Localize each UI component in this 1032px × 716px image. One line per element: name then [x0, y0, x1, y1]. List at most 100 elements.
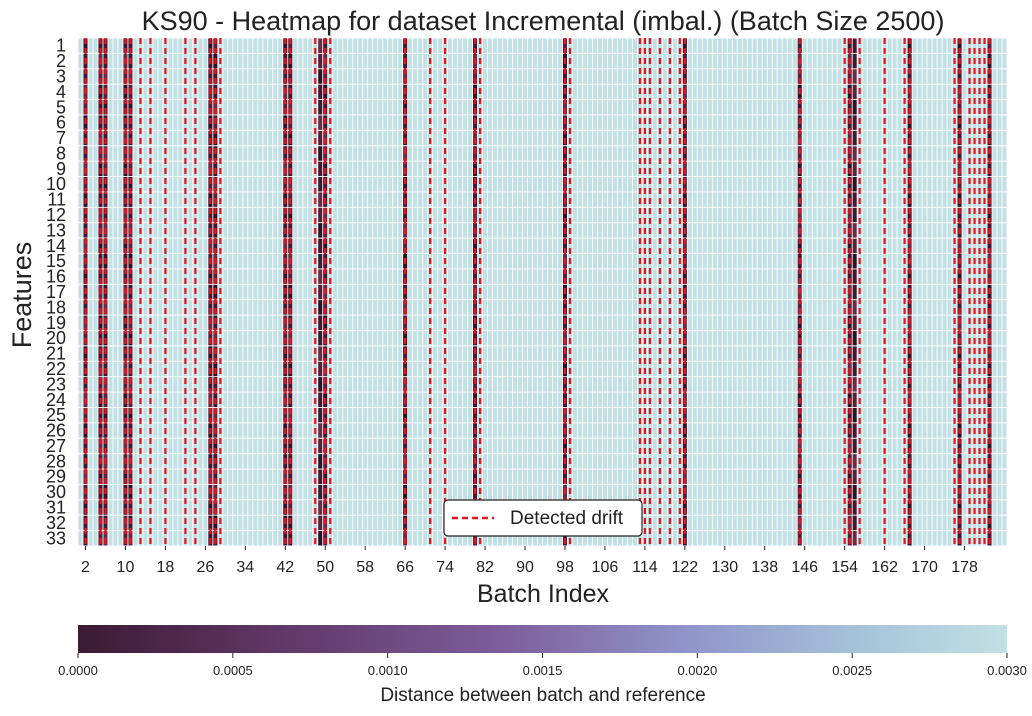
heatmap-cell: [282, 407, 288, 423]
heatmap-cell: [207, 499, 213, 516]
heatmap-cell: [957, 438, 963, 454]
heatmap-cell: [212, 268, 218, 285]
heatmap-cell: [852, 176, 858, 192]
heatmap-cell: [82, 469, 88, 485]
heatmap-cell: [82, 99, 88, 115]
heatmap-cell: [957, 176, 963, 192]
y-tick-label: 28: [46, 451, 66, 471]
heatmap-cell: [127, 176, 133, 192]
heatmap-cell: [127, 376, 133, 393]
colorbar-tick-label: 0.0015: [523, 663, 563, 678]
heatmap-cell: [97, 68, 103, 85]
heatmap-cell: [852, 469, 858, 485]
heatmap-cell: [797, 407, 803, 423]
heatmap-cell: [852, 207, 858, 223]
colorbar-tick-label: 0.0025: [832, 663, 872, 678]
heatmap-cell: [122, 207, 128, 223]
heatmap-cell: [322, 207, 328, 223]
x-tick-label: 18: [157, 559, 175, 576]
y-tick-label: 14: [46, 236, 66, 256]
x-tick-label: 90: [516, 559, 534, 576]
heatmap-cell: [207, 38, 213, 54]
heatmap-cell: [562, 407, 568, 423]
y-tick-label: 19: [46, 313, 66, 333]
heatmap-cell: [957, 238, 963, 254]
heatmap-cell: [322, 407, 328, 423]
colorbar: 0.0000 0.0005 0.0010 0.0015 0.0020 0.0025 0.00…: [58, 625, 1027, 706]
heatmap-cell: [957, 299, 963, 316]
heatmap-cell: [847, 376, 853, 393]
heatmap-cell: [127, 438, 133, 454]
heatmap-cell: [317, 68, 323, 85]
heatmap-cell: [852, 499, 858, 516]
x-tick-label: 74: [436, 559, 454, 576]
heatmap-cell: [847, 99, 853, 115]
heatmap-cell: [317, 530, 323, 546]
heatmap-cell: [127, 268, 133, 285]
heatmap-cell: [847, 238, 853, 254]
heatmap-cell: [852, 392, 858, 408]
heatmap-cell: [102, 38, 108, 54]
heatmap-cell: [797, 469, 803, 485]
heatmap-cell: [287, 68, 293, 85]
y-tick-label: 30: [46, 482, 66, 502]
heatmap-cell: [212, 469, 218, 485]
heatmap-cell: [852, 268, 858, 285]
heatmap-cell: [852, 315, 858, 331]
heatmap-cell: [122, 68, 128, 85]
heatmap-cell: [847, 438, 853, 454]
y-tick-label: 23: [46, 374, 66, 394]
heatmap-cell: [127, 238, 133, 254]
heatmap-cell: [97, 438, 103, 454]
heatmap-cell: [317, 176, 323, 192]
heatmap-cell: [472, 407, 478, 423]
heatmap-cell: [472, 99, 478, 115]
heatmap-cell: [97, 299, 103, 316]
heatmap-cell: [847, 407, 853, 423]
heatmap-cell: [682, 469, 688, 485]
heatmap-cell: [317, 361, 323, 377]
heatmap-cell: [287, 268, 293, 285]
heatmap-cell: [102, 407, 108, 423]
heatmap-cell: [797, 376, 803, 393]
x-tick-label: 146: [791, 559, 818, 576]
heatmap-cell: [317, 99, 323, 115]
heatmap-cell: [852, 222, 858, 239]
x-tick-label: 178: [951, 559, 978, 576]
heatmap-cell: [472, 207, 478, 223]
y-axis-label: Features: [7, 242, 37, 349]
heatmap-cell: [97, 99, 103, 115]
heatmap-cell: [317, 499, 323, 516]
heatmap-cell: [97, 38, 103, 54]
heatmap-cell: [282, 176, 288, 192]
heatmap-cell: [317, 145, 323, 162]
heatmap-cell: [287, 238, 293, 254]
heatmap-cell: [317, 284, 323, 300]
heatmap-cell: [287, 299, 293, 316]
heatmap-cell: [907, 99, 913, 115]
heatmap-cell: [82, 68, 88, 85]
heatmap-cell: [97, 238, 103, 254]
y-tick-label: 29: [46, 467, 66, 487]
heatmap-cell: [907, 207, 913, 223]
y-tick-label: 32: [46, 513, 66, 533]
heatmap-cell: [102, 99, 108, 115]
heatmap-cell: [847, 268, 853, 285]
heatmap-cell: [907, 469, 913, 485]
chart-title: KS90 - Heatmap for dataset Incremental (…: [142, 6, 945, 36]
heatmap-cell: [287, 99, 293, 115]
heatmap-cell: [122, 499, 128, 516]
heatmap-cell: [322, 38, 328, 54]
heatmap-cell: [957, 207, 963, 223]
heatmap-cell: [682, 268, 688, 285]
heatmap-cell: [402, 407, 408, 423]
heatmap-cell: [797, 299, 803, 316]
heatmap-cell: [287, 207, 293, 223]
heatmap-cell: [97, 407, 103, 423]
heatmap-cell: [287, 407, 293, 423]
y-tick-label: 21: [46, 344, 66, 364]
heatmap-cell: [907, 499, 913, 516]
y-tick-label: 4: [56, 82, 66, 102]
y-tick-label: 20: [46, 328, 66, 348]
heatmap-cell: [102, 376, 108, 393]
